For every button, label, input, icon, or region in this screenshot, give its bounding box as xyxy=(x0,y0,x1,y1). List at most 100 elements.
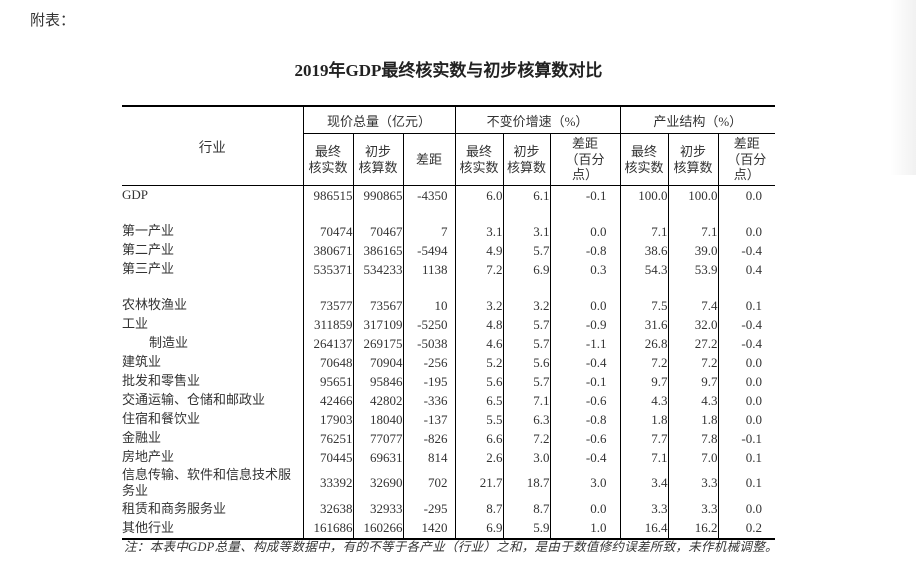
value-cell: 27.2 xyxy=(667,334,719,353)
value-cell: 4.8 xyxy=(454,315,504,334)
industry-name-cell: 第二产业 xyxy=(122,242,175,258)
value-cell: 3.3 xyxy=(619,499,669,519)
value-cell: 39.0 xyxy=(667,241,719,260)
industry-name-cell: 房地产业 xyxy=(122,449,175,465)
subheader-g3-gap-pct-points: 差距 （百分 点） xyxy=(717,133,776,186)
value-cell xyxy=(549,279,621,296)
value-cell: 534233 xyxy=(352,260,403,279)
value-cell: 6.9 xyxy=(454,518,504,539)
industry-name-cell: 交通运输、仓储和邮政业 xyxy=(122,392,266,408)
value-cell: 5.2 xyxy=(454,353,504,372)
value-cell: 535371 xyxy=(302,260,353,279)
value-cell: 95651 xyxy=(302,372,353,391)
value-cell: -0.4 xyxy=(717,334,776,353)
value-cell: 8.7 xyxy=(502,499,551,519)
table-row: 交通运输、仓储和邮政业 42466 42802 -336 6.5 7.1 -0.6 4.3 4.… xyxy=(122,391,776,410)
value-cell: 7.7 xyxy=(619,429,669,448)
value-cell: 70445 xyxy=(302,448,353,467)
value-cell xyxy=(454,279,504,296)
value-cell: 18040 xyxy=(352,410,403,429)
value-cell: 70474 xyxy=(302,222,353,241)
value-cell: 3.0 xyxy=(549,467,621,500)
value-cell: 33392 xyxy=(302,467,353,500)
subheader-g1-final-verified: 最终 核实数 xyxy=(302,133,353,186)
subheader-g3-preliminary: 初步 核算数 xyxy=(667,133,719,186)
value-cell: 5.7 xyxy=(502,315,551,334)
value-cell: 0.2 xyxy=(717,518,776,539)
table-row: 第一产业 70474 70467 7 3.1 3.1 0.0 7.1 7.1 0.0 xyxy=(122,222,776,241)
value-cell: 53.9 xyxy=(667,260,719,279)
group-header-industrial-structure: 产业结构（%） xyxy=(619,106,776,134)
value-cell: 6.6 xyxy=(454,429,504,448)
value-cell: 7.2 xyxy=(454,260,504,279)
value-cell xyxy=(302,279,353,296)
spacer-row xyxy=(122,205,776,222)
value-cell: 54.3 xyxy=(619,260,669,279)
value-cell: 3.1 xyxy=(502,222,551,241)
industry-name-cell: 第三产业 xyxy=(122,261,175,277)
value-cell: 8.7 xyxy=(454,499,504,519)
industry-name-cell xyxy=(122,279,303,296)
value-cell: 31.6 xyxy=(619,315,669,334)
value-cell: -4350 xyxy=(402,185,456,205)
table-row: 其他行业 161686 160266 1420 6.9 5.9 1.0 16.4 16.2 0.2 xyxy=(122,518,776,539)
value-cell: -0.1 xyxy=(549,372,621,391)
subheader-g1-gap: 差距 xyxy=(402,133,456,186)
value-cell: 0.0 xyxy=(717,185,776,205)
value-cell: 4.9 xyxy=(454,241,504,260)
value-cell: 814 xyxy=(402,448,456,467)
industry-name-cell: 农林牧渔业 xyxy=(122,297,188,313)
value-cell: -1.1 xyxy=(549,334,621,353)
value-cell xyxy=(717,205,776,222)
table-row: 农林牧渔业 73577 73567 10 3.2 3.2 0.0 7.5 7.4 0.1 xyxy=(122,296,776,315)
value-cell: 70904 xyxy=(352,353,403,372)
industry-name-cell: 租赁和商务服务业 xyxy=(122,500,227,516)
value-cell: 73567 xyxy=(352,296,403,315)
value-cell: -137 xyxy=(402,410,456,429)
value-cell: 70648 xyxy=(302,353,353,372)
value-cell: 0.0 xyxy=(549,499,621,519)
subheader-g2-gap-pct-points: 差距 （百分 点） xyxy=(549,133,621,186)
value-cell: 3.4 xyxy=(619,467,669,500)
industry-name-cell: 其他行业 xyxy=(122,519,175,535)
value-cell: 0.0 xyxy=(717,499,776,519)
value-cell xyxy=(667,279,719,296)
value-cell xyxy=(619,279,669,296)
value-cell: -0.4 xyxy=(549,353,621,372)
value-cell: 7.2 xyxy=(667,353,719,372)
table-row: 房地产业 70445 69631 814 2.6 3.0 -0.4 7.1 7.0 0.1 xyxy=(122,448,776,467)
table-row: 信息传输、软件和信息技术服务业 33392 32690 702 21.7 18.7 3.0 3… xyxy=(122,467,776,500)
value-cell: 1.0 xyxy=(549,518,621,539)
value-cell: 73577 xyxy=(302,296,353,315)
value-cell: 7.2 xyxy=(502,429,551,448)
value-cell: 5.6 xyxy=(502,353,551,372)
table-row: 制造业 264137 269175 -5038 4.6 5.7 -1.1 26.8 27.2 -0… xyxy=(122,334,776,353)
value-cell: 32638 xyxy=(302,499,353,519)
value-cell: 5.9 xyxy=(502,518,551,539)
value-cell: 1.8 xyxy=(619,410,669,429)
value-cell xyxy=(717,279,776,296)
column-header-industry: 行业 xyxy=(122,106,303,186)
value-cell: -5494 xyxy=(402,241,456,260)
subheader-g1-preliminary: 初步 核算数 xyxy=(352,133,403,186)
value-cell: 1420 xyxy=(402,518,456,539)
industry-name-cell xyxy=(122,205,303,222)
table-row: 住宿和餐饮业 17903 18040 -137 5.5 6.3 -0.8 1.8 1.8 0.0 xyxy=(122,410,776,429)
value-cell: 5.5 xyxy=(454,410,504,429)
value-cell: 42802 xyxy=(352,391,403,410)
value-cell: 32.0 xyxy=(667,315,719,334)
value-cell: 6.3 xyxy=(502,410,551,429)
value-cell: 386165 xyxy=(352,241,403,260)
value-cell: 16.2 xyxy=(667,518,719,539)
industry-name-cell: 第一产业 xyxy=(122,223,175,239)
value-cell: 2.6 xyxy=(454,448,504,467)
value-cell xyxy=(549,205,621,222)
value-cell xyxy=(302,205,353,222)
value-cell: 69631 xyxy=(352,448,403,467)
value-cell: 7.1 xyxy=(667,222,719,241)
value-cell: 5.6 xyxy=(454,372,504,391)
value-cell: 990865 xyxy=(352,185,403,205)
value-cell: -0.6 xyxy=(549,429,621,448)
group-header-current-price-total: 现价总量（亿元） xyxy=(302,106,456,134)
industry-name-cell: 工业 xyxy=(122,316,149,332)
